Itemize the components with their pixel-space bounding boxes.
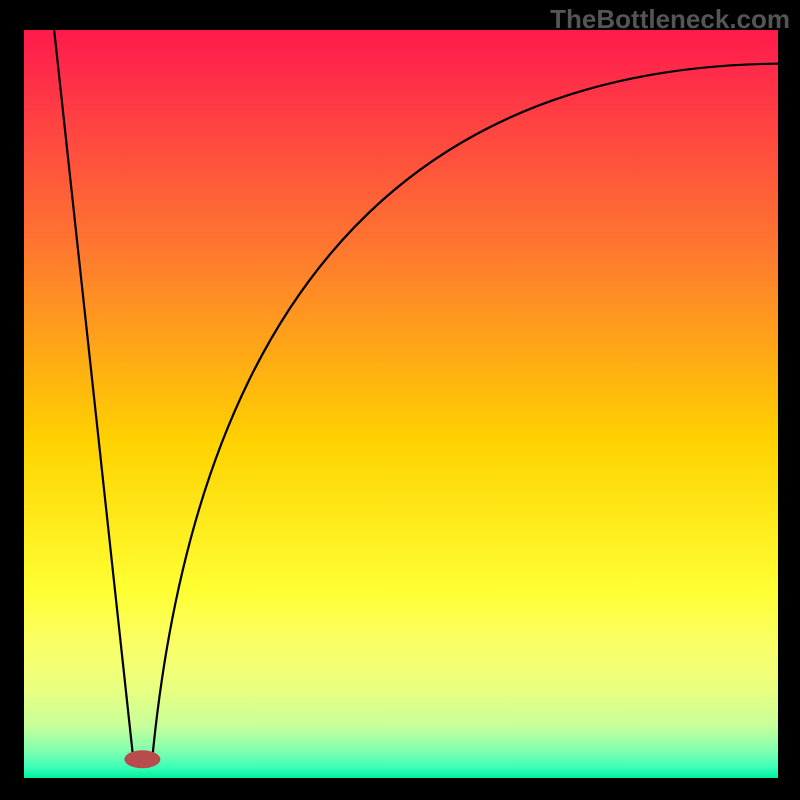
chart-container: TheBottleneck.com bbox=[0, 0, 800, 800]
gradient-plot-area bbox=[24, 30, 778, 778]
watermark-text: TheBottleneck.com bbox=[550, 4, 790, 35]
